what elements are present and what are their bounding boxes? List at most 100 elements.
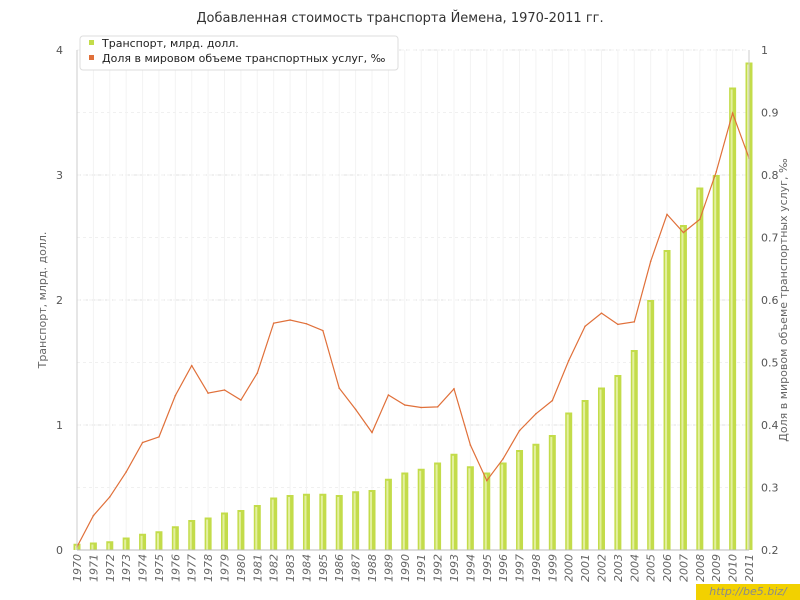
line-layer <box>76 111 750 548</box>
legend-swatch-line <box>89 55 94 60</box>
x-tick-label: 1970 <box>71 554 84 582</box>
x-tick-label: 1974 <box>137 554 150 582</box>
legend-label-transport: Транспорт, млрд. долл. <box>101 37 239 50</box>
line-series-share <box>76 111 750 548</box>
line-point-1976 <box>174 394 177 397</box>
x-tick-label: 2008 <box>694 554 707 582</box>
y2-tick-label: 0.7 <box>761 232 779 245</box>
bar-highlight-2003 <box>615 377 618 550</box>
x-tick-label: 1996 <box>497 554 510 582</box>
x-tick-label: 1973 <box>120 554 133 582</box>
y2-tick-label: 0.3 <box>761 482 779 495</box>
axes: 0 1 2 3 4 0.2 0.3 0.4 0.5 0.6 0.7 0.8 0.9 1 1970 1971 19… <box>56 44 779 582</box>
line-point-1971 <box>92 514 95 517</box>
legend-swatch-bar <box>89 40 94 45</box>
x-tick-label: 1997 <box>514 554 527 582</box>
y2-tick-label: 0.6 <box>761 294 779 307</box>
x-tick-label: 1992 <box>432 554 445 582</box>
x-tick-label: 1985 <box>317 554 330 582</box>
x-tick-label: 2010 <box>727 554 740 582</box>
bar-highlight-1991 <box>419 470 422 550</box>
x-tick-label: 1982 <box>268 554 281 582</box>
x-tick-label: 1993 <box>448 554 461 582</box>
line-point-1993 <box>453 387 455 390</box>
x-tick-label: 1984 <box>300 554 313 582</box>
line-point-1997 <box>518 429 521 432</box>
bar-highlight-1984 <box>304 495 307 550</box>
line-point-1975 <box>158 436 160 438</box>
line-point-2003 <box>617 323 619 326</box>
bar-highlight-1996 <box>501 464 504 550</box>
x-tick-label: 1972 <box>104 554 117 582</box>
bar-highlight-1970 <box>75 545 77 550</box>
bar-highlight-1990 <box>402 474 405 550</box>
bar-highlight-1971 <box>91 544 94 550</box>
line-point-1986 <box>338 387 341 389</box>
x-tick-label: 1979 <box>219 554 232 582</box>
x-tick-label: 1986 <box>333 554 346 582</box>
line-point-2004 <box>633 321 636 323</box>
bars-layer <box>73 62 753 550</box>
bar-highlight-1981 <box>255 507 258 550</box>
bar-highlight-1982 <box>271 499 274 550</box>
x-tick-label: 1975 <box>153 554 166 582</box>
line-point-1988 <box>371 431 373 434</box>
x-tick-label: 1999 <box>546 554 559 582</box>
line-point-1980 <box>240 399 242 401</box>
line-point-1995 <box>485 479 488 482</box>
bar-highlight-1998 <box>533 445 536 550</box>
bar-highlight-2008 <box>697 189 700 550</box>
bar-highlight-2002 <box>599 389 602 550</box>
bar-highlight-1986 <box>337 497 340 550</box>
y-tick-label: 4 <box>56 44 63 57</box>
bar-highlight-1980 <box>238 512 241 550</box>
chart-title: Добавленная стоимость транспорта Йемена,… <box>196 10 603 26</box>
x-tick-label: 1991 <box>415 554 428 582</box>
line-point-2009 <box>715 171 718 173</box>
bar-highlight-1973 <box>124 539 127 550</box>
x-tick-label: 1977 <box>186 554 199 582</box>
x-tick-label: 1976 <box>169 554 182 582</box>
line-point-1982 <box>272 322 275 324</box>
bar-highlight-1975 <box>156 533 159 550</box>
x-tick-label: 2000 <box>563 554 576 582</box>
y2-tick-label: 0.8 <box>761 169 779 182</box>
y2-tick-label: 0.4 <box>761 419 779 432</box>
x-tick-label: 1989 <box>382 554 395 582</box>
x-tick-label: 2001 <box>579 554 592 582</box>
bar-highlight-2010 <box>730 89 733 550</box>
bar-highlight-1994 <box>468 468 471 550</box>
legend-box <box>79 35 399 71</box>
line-point-2001 <box>584 325 586 328</box>
bar-highlight-1988 <box>370 492 373 550</box>
legend-label-share: Доля в мировом объеме транспортных услуг… <box>102 52 386 65</box>
line-point-1990 <box>404 404 406 406</box>
bar-highlight-2005 <box>648 302 651 550</box>
watermark: http://be5.biz/ <box>696 584 800 600</box>
y-tick-label: 0 <box>56 544 63 557</box>
line-point-1984 <box>305 322 308 325</box>
legend: Транспорт, млрд. долл. Доля в мировом об… <box>79 35 399 71</box>
bar-highlight-1999 <box>550 437 553 550</box>
bar-highlight-1976 <box>173 528 176 550</box>
y-tick-label: 2 <box>56 294 63 307</box>
x-tick-label: 1998 <box>530 554 543 582</box>
x-tick-label: 1994 <box>464 554 477 582</box>
x-tick-label: 2011 <box>743 554 756 582</box>
x-tick-label: 1995 <box>481 554 494 582</box>
line-point-1979 <box>223 389 226 391</box>
x-tick-label: 1988 <box>366 554 379 582</box>
x-tick-label: 2006 <box>661 554 674 582</box>
x-tick-label: 1978 <box>202 554 215 582</box>
bar-highlight-1985 <box>320 495 323 550</box>
bar-highlight-2000 <box>566 414 569 550</box>
x-tick-label: 1983 <box>284 554 297 582</box>
line-point-1985 <box>322 329 324 332</box>
line-point-1974 <box>141 441 144 444</box>
y-tick-label: 3 <box>56 169 63 182</box>
bar-highlight-1974 <box>140 535 143 550</box>
line-point-1973 <box>125 471 127 473</box>
bar-highlight-1992 <box>435 464 438 550</box>
y2-tick-label: 0.5 <box>761 357 779 370</box>
line-point-1981 <box>256 372 259 374</box>
